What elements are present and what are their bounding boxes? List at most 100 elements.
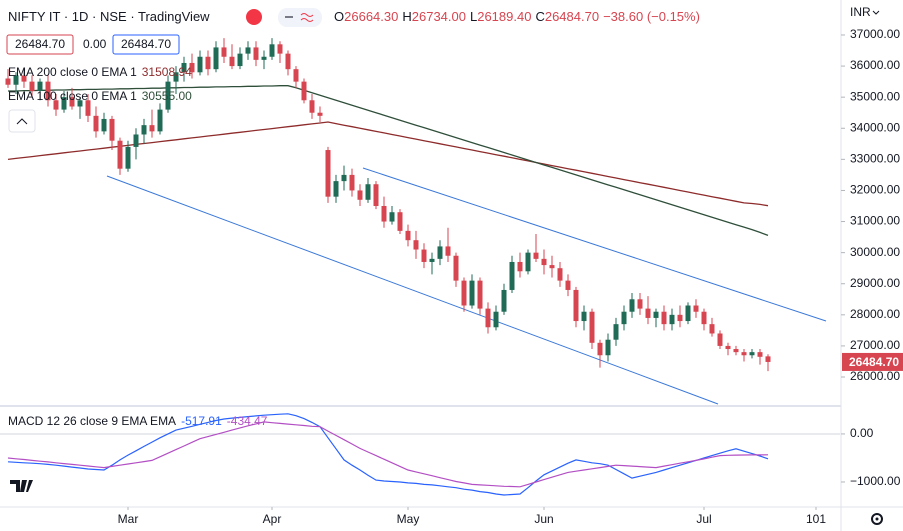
candle-body <box>685 305 691 322</box>
ask: 26484.70 <box>121 37 171 51</box>
currency[interactable]: INR <box>850 5 871 19</box>
legend-name: MACD 12 26 close 9 EMA EMA <box>8 414 176 428</box>
candle-body <box>445 246 451 256</box>
change: −38.60 (−0.15%) <box>603 9 700 24</box>
candle-body <box>229 56 235 67</box>
settings[interactable] <box>871 513 883 525</box>
candle-body <box>29 81 35 91</box>
market-status[interactable] <box>246 9 262 25</box>
ohlc-value: 26734.00 <box>412 9 466 24</box>
candle-body <box>261 56 267 60</box>
candle-body <box>413 240 419 250</box>
candle-body <box>597 342 603 356</box>
candle-body <box>85 100 91 116</box>
ema100-legend: EMA 100 close 0 EMA 1 30555.00 <box>8 89 192 103</box>
channel-line-lower <box>106 175 719 405</box>
candle-body <box>725 345 731 350</box>
x-tick-label: Jun <box>534 512 553 526</box>
ema200-legend: EMA 200 close 0 EMA 1 31508.94 <box>8 65 192 79</box>
y-tick-label: 36000.00 <box>850 58 900 72</box>
candle-body <box>5 78 11 85</box>
logo <box>10 480 33 492</box>
candle-body <box>45 81 51 101</box>
candle-body <box>301 81 307 101</box>
macd-line <box>7 413 769 496</box>
candle-body <box>581 311 587 322</box>
candle-body <box>205 56 211 70</box>
ohlc-label: L <box>470 9 477 24</box>
y-tick-label: 33000.00 <box>850 152 900 166</box>
candle-body <box>613 324 619 340</box>
candle-body <box>333 181 339 197</box>
candle-body <box>701 311 707 325</box>
channel-line-upper <box>362 167 827 322</box>
candle-body <box>309 100 315 113</box>
candle-body <box>501 289 507 312</box>
x-tick-label: Apr <box>263 512 282 526</box>
price-tag <box>842 352 903 371</box>
candle-body <box>469 280 475 306</box>
macd-line <box>7 421 769 488</box>
candle-body <box>637 299 643 309</box>
x-tick-label: Jul <box>696 512 711 526</box>
price-tag-label: 26484.70 <box>849 355 899 369</box>
symbol-title: NIFTY IT · 1D · NSE · TradingView <box>8 9 210 24</box>
candle-body <box>453 255 459 281</box>
collapse-button[interactable] <box>8 109 36 133</box>
candle-body <box>389 212 395 222</box>
y-tick-label: 28000.00 <box>850 307 900 321</box>
candle-body <box>133 134 139 147</box>
candle-body <box>181 62 187 73</box>
candle-body <box>245 47 251 54</box>
candle-body <box>517 261 523 272</box>
candle-body <box>661 311 667 325</box>
candle-body <box>709 324 715 334</box>
bid-box[interactable] <box>6 34 74 55</box>
candle-body <box>405 230 411 241</box>
legend-value: -517.91 <box>181 414 222 428</box>
candle-body <box>485 308 491 328</box>
candle-body <box>749 352 755 356</box>
candle-body <box>669 314 675 325</box>
candle-body <box>349 174 355 191</box>
candle-body <box>525 252 531 272</box>
candle-body <box>605 339 611 356</box>
candle-body <box>77 100 83 107</box>
candle-body <box>141 125 147 135</box>
ema-line <box>8 85 769 237</box>
y-tick-label: 0.00 <box>850 426 874 440</box>
candle-body <box>53 100 59 110</box>
ohlc-label: H <box>402 9 411 24</box>
indicator-toggle[interactable] <box>278 8 322 27</box>
candle-body <box>573 289 579 322</box>
ohlc-label: C <box>535 9 544 24</box>
candle-body <box>461 280 467 306</box>
candle-body <box>429 258 435 262</box>
candle-body <box>277 44 283 54</box>
y-tick-label: 35000.00 <box>850 89 900 103</box>
candle-body <box>293 69 299 82</box>
candle-body <box>765 356 771 362</box>
legend-name: EMA 100 close 0 EMA 1 <box>8 89 137 103</box>
candle-body <box>397 212 403 231</box>
candle-body <box>93 115 99 132</box>
ask-box[interactable] <box>112 34 180 55</box>
candle-body <box>373 184 379 206</box>
spread: 0.00 <box>83 37 107 51</box>
symbol: NIFTY IT · 1D · NSE · TradingView <box>8 9 210 24</box>
ohlc-value: 26484.70 <box>545 9 599 24</box>
x-tick-label: 101 <box>806 512 826 526</box>
candle-body <box>325 150 331 197</box>
candle-body <box>253 47 259 60</box>
candle-body <box>149 125 155 132</box>
y-tick-label: 34000.00 <box>850 120 900 134</box>
candle-body <box>157 109 163 132</box>
y-tick-label: 29000.00 <box>850 276 900 290</box>
candle-body <box>565 280 571 290</box>
chevron <box>872 10 880 15</box>
candle-body <box>533 252 539 259</box>
candle-body <box>317 112 323 116</box>
candle-body <box>677 314 683 322</box>
y-tick-label: 31000.00 <box>850 214 900 228</box>
candle-body <box>629 299 635 312</box>
